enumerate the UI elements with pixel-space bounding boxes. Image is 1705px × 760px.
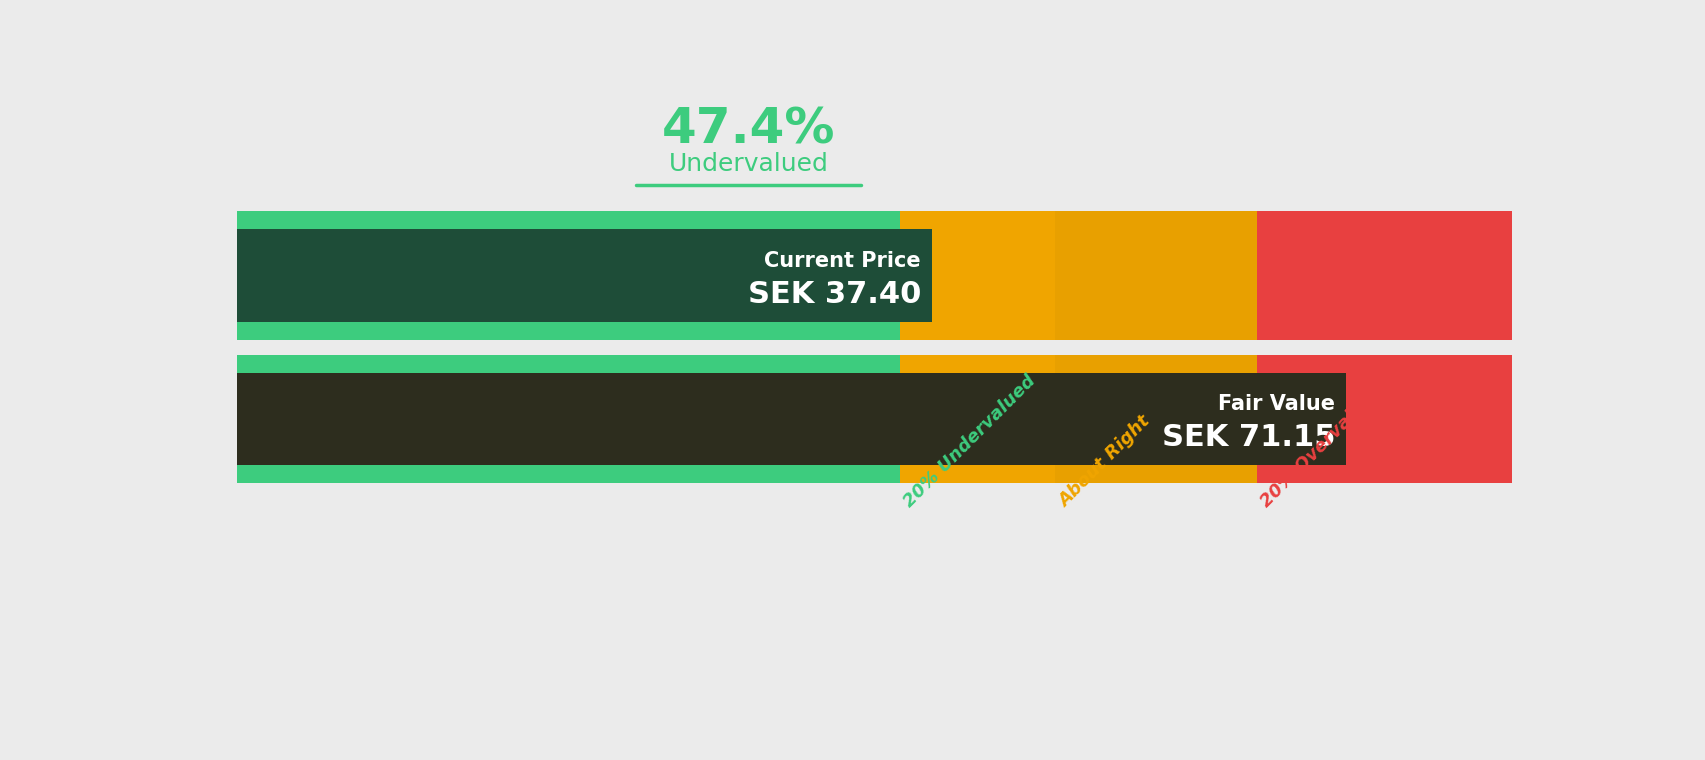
Bar [1257,354,1511,483]
Text: Undervalued: Undervalued [668,152,829,176]
Text: 20% Overvalued: 20% Overvalued [1257,381,1386,511]
Bar [237,211,899,340]
Bar [1055,354,1257,483]
Text: SEK 37.40: SEK 37.40 [747,280,921,309]
Text: About Right: About Right [1055,412,1153,511]
Bar [899,211,1055,340]
Bar [1055,211,1257,340]
Text: 47.4%: 47.4% [662,105,835,154]
Text: Current Price: Current Price [764,251,921,271]
Text: Fair Value: Fair Value [1217,394,1335,414]
Bar [237,372,1345,465]
Bar [1257,211,1511,340]
Bar [237,354,899,483]
Text: SEK 71.15: SEK 71.15 [1161,423,1335,452]
Bar [237,230,931,322]
Bar [899,354,1055,483]
Text: 20% Undervalued: 20% Undervalued [899,372,1038,511]
